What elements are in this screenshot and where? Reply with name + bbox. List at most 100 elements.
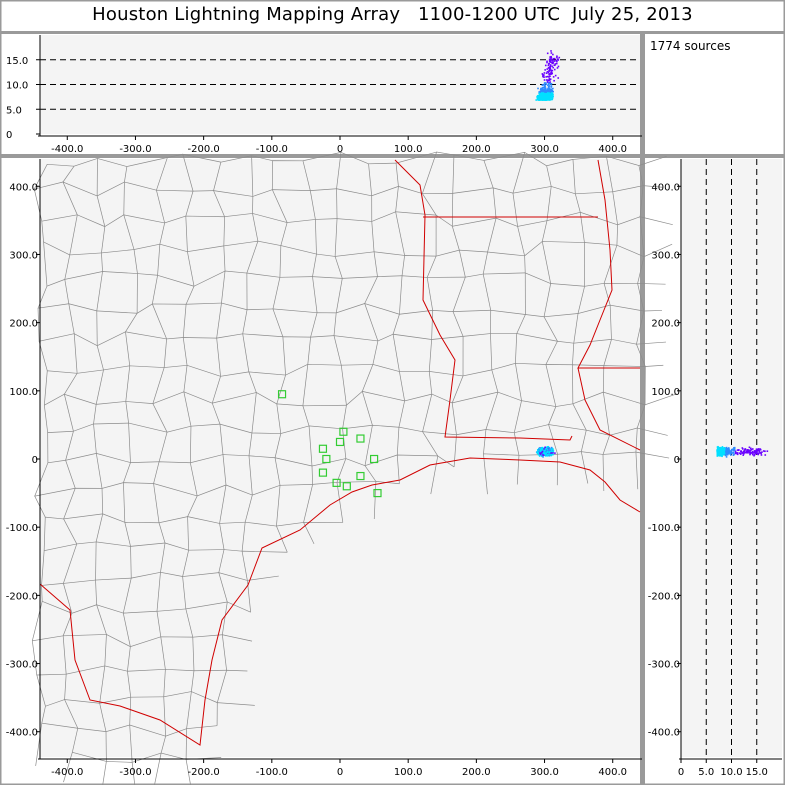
county-line: [636, 393, 678, 429]
altitude-ew-source-point: [540, 91, 542, 93]
county-line: [99, 696, 131, 732]
altitude-ew-source-point: [543, 96, 545, 98]
altitude-ew-x-tick-label: -300.0: [119, 144, 151, 155]
source-count-label: 1774 sources: [650, 39, 730, 53]
altitude-ew-source-point: [548, 70, 551, 72]
map-source-point: [542, 454, 544, 456]
altitude-ew-source-point: [541, 94, 544, 97]
ns-altitude-source-point: [719, 450, 722, 452]
map-source-point: [552, 452, 554, 454]
ns-altitude-source-point: [732, 454, 735, 456]
ns-altitude-source-point: [728, 450, 731, 453]
map-source-point: [543, 453, 545, 456]
ns-altitude-source-point: [723, 451, 726, 453]
county-line: [635, 451, 670, 490]
county-line: [580, 451, 604, 484]
altitude-ew-source-point: [547, 64, 550, 67]
altitude-ew-source-point: [544, 94, 546, 97]
county-line: [524, 272, 551, 315]
ns-altitude-sources: [716, 445, 769, 458]
ns-altitude-source-point: [726, 449, 728, 451]
county-line: [333, 335, 378, 366]
ns-altitude-source-point: [726, 448, 729, 450]
altitude-ew-source-point: [550, 71, 553, 74]
altitude-ew-source-point: [550, 55, 552, 58]
altitude-ew-source-point: [546, 61, 548, 64]
ns-altitude-source-point: [756, 452, 759, 455]
altitude-ew-source-point: [543, 72, 546, 74]
county-line: [33, 181, 64, 222]
altitude-ew-source-point: [544, 97, 546, 99]
county-line: [156, 608, 186, 637]
county-line: [101, 482, 124, 514]
county-line: [63, 487, 103, 520]
map-source-point: [551, 453, 553, 456]
altitude-ew-source-point: [548, 86, 550, 89]
ns-altitude-y-tick-label: 300.0: [651, 250, 680, 261]
altitude-ew-source-point: [550, 89, 552, 92]
county-line: [342, 391, 363, 429]
altitude-ew-source-point: [542, 99, 544, 101]
ns-altitude-source-point: [757, 448, 760, 450]
map-source-point: [541, 446, 544, 449]
altitude-ew-source-point: [544, 89, 546, 91]
county-line: [182, 572, 219, 609]
altitude-ew-source-point: [545, 76, 547, 78]
county-line: [282, 336, 311, 376]
county-line: [490, 333, 517, 370]
ns-altitude-source-point: [738, 449, 740, 451]
county-line: [336, 481, 376, 523]
ns-altitude-source-point: [766, 450, 769, 452]
county-line: [248, 455, 276, 496]
altitude-ew-source-point: [543, 89, 545, 91]
county-line: [602, 365, 646, 393]
map-source-point: [547, 454, 550, 457]
altitude-ew-source-point: [544, 87, 547, 89]
ns-altitude-source-point: [740, 450, 743, 452]
county-line: [216, 669, 248, 703]
ns-altitude-source-point: [725, 447, 728, 450]
map-source-point: [543, 449, 546, 452]
altitude-ew-x-tick-label: -100.0: [256, 144, 288, 155]
county-line: [34, 487, 76, 518]
lma-station-marker: [342, 482, 351, 491]
map-source-point: [538, 453, 541, 456]
ns-altitude-source-point: [726, 450, 728, 452]
altitude-ew-source-point: [550, 61, 552, 64]
ns-altitude-reference-lines: [705, 159, 758, 759]
altitude-ew-source-point: [551, 62, 554, 65]
county-boundaries: [31, 151, 678, 785]
county-line: [130, 542, 166, 579]
county-line: [309, 188, 337, 220]
mississippi-river-border: [577, 159, 640, 369]
map-x-tick-label: 0: [337, 767, 343, 778]
ns-altitude-source-point: [753, 454, 756, 456]
ns-altitude-source-point: [725, 450, 727, 453]
county-line: [62, 158, 98, 183]
altitude-ew-source-point: [550, 50, 552, 52]
ns-altitude-source-point: [727, 449, 729, 451]
county-line: [271, 189, 311, 223]
ns-altitude-x-tick-label: 10.0: [720, 767, 742, 778]
ns-altitude-source-point: [749, 451, 751, 454]
ns-altitude-source-point: [729, 452, 731, 454]
county-line: [556, 451, 582, 486]
county-line: [219, 521, 246, 550]
altitude-ew-source-point: [551, 94, 553, 97]
ns-altitude-source-point: [744, 451, 746, 454]
county-line: [637, 283, 666, 312]
county-line: [395, 185, 423, 212]
map-source-point: [539, 449, 542, 451]
county-line: [395, 211, 437, 256]
county-line: [65, 453, 97, 489]
county-line: [548, 403, 573, 425]
map-x-tick-label: 100.0: [394, 767, 423, 778]
ns-altitude-source-point: [719, 447, 721, 450]
altitude-ew-source-point: [551, 65, 553, 68]
ns-altitude-y-ticks: 400.0 300.0 200.0 100.0 0 -100.0 -200.0 -300.0 -…: [648, 182, 681, 739]
county-line: [31, 635, 64, 676]
altitude-ew-source-point: [542, 74, 544, 76]
county-line: [63, 541, 97, 584]
county-line: [34, 459, 66, 497]
